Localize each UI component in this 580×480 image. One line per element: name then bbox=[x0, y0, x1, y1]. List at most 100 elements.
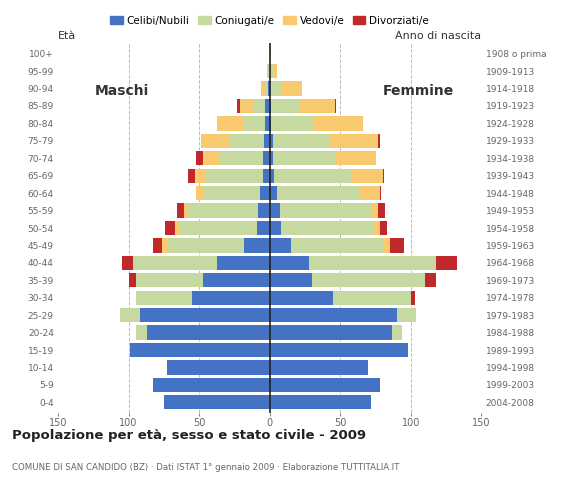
Bar bbox=[229, 134, 264, 148]
Bar bbox=[120, 308, 140, 322]
Bar bbox=[237, 99, 240, 113]
Bar bbox=[165, 221, 175, 235]
Bar bbox=[335, 99, 336, 113]
Bar bbox=[271, 116, 313, 131]
Bar bbox=[176, 204, 184, 218]
Bar bbox=[270, 99, 271, 113]
Bar bbox=[153, 238, 162, 252]
Bar bbox=[206, 168, 263, 183]
Bar bbox=[270, 134, 273, 148]
Bar bbox=[270, 378, 380, 392]
Bar bbox=[271, 99, 299, 113]
Bar bbox=[244, 238, 270, 252]
Bar bbox=[179, 221, 257, 235]
Bar bbox=[240, 99, 254, 113]
Bar bbox=[397, 308, 416, 322]
Bar bbox=[201, 134, 229, 148]
Bar bbox=[277, 186, 358, 200]
Text: COMUNE DI SAN CANDIDO (BZ) · Dati ISTAT 1° gennaio 2009 · Elaborazione TUTTITALI: COMUNE DI SAN CANDIDO (BZ) · Dati ISTAT … bbox=[12, 463, 399, 472]
Bar bbox=[196, 151, 204, 166]
Bar bbox=[270, 325, 393, 340]
Text: Maschi: Maschi bbox=[95, 84, 148, 98]
Bar bbox=[281, 82, 302, 96]
Bar bbox=[270, 256, 309, 270]
Bar bbox=[270, 308, 397, 322]
Bar bbox=[333, 290, 411, 305]
Bar bbox=[269, 82, 270, 96]
Bar bbox=[270, 47, 271, 61]
Bar bbox=[266, 116, 270, 131]
Bar bbox=[336, 151, 376, 166]
Bar bbox=[195, 168, 206, 183]
Text: Anno di nascita: Anno di nascita bbox=[396, 32, 481, 41]
Bar bbox=[204, 151, 220, 166]
Bar bbox=[204, 273, 270, 288]
Bar bbox=[383, 238, 390, 252]
Bar bbox=[270, 151, 273, 166]
Bar bbox=[358, 186, 380, 200]
Bar bbox=[269, 64, 270, 78]
Bar bbox=[281, 221, 373, 235]
Bar bbox=[259, 204, 270, 218]
Bar bbox=[436, 256, 458, 270]
Bar bbox=[270, 360, 368, 374]
Bar bbox=[273, 151, 336, 166]
Bar bbox=[270, 273, 312, 288]
Bar bbox=[129, 273, 136, 288]
Bar bbox=[378, 134, 380, 148]
Bar bbox=[270, 64, 273, 78]
Text: Età: Età bbox=[58, 32, 76, 41]
Bar bbox=[351, 168, 383, 183]
Bar bbox=[130, 343, 270, 357]
Bar bbox=[266, 99, 270, 113]
Bar bbox=[257, 221, 270, 235]
Bar bbox=[188, 204, 259, 218]
Bar bbox=[136, 273, 204, 288]
Text: Femmine: Femmine bbox=[382, 84, 454, 98]
Bar bbox=[273, 134, 329, 148]
Bar bbox=[270, 343, 408, 357]
Bar bbox=[263, 151, 270, 166]
Bar bbox=[411, 290, 415, 305]
Bar bbox=[312, 273, 425, 288]
Bar bbox=[270, 221, 281, 235]
Bar bbox=[383, 168, 384, 183]
Bar bbox=[204, 186, 260, 200]
Bar bbox=[393, 325, 403, 340]
Bar bbox=[270, 168, 274, 183]
Bar bbox=[220, 151, 263, 166]
Bar bbox=[218, 116, 243, 131]
Bar bbox=[425, 273, 436, 288]
Bar bbox=[270, 116, 271, 131]
Bar bbox=[291, 238, 383, 252]
Bar bbox=[254, 99, 266, 113]
Bar bbox=[184, 204, 188, 218]
Bar bbox=[188, 168, 195, 183]
Bar bbox=[121, 256, 133, 270]
Bar bbox=[380, 221, 387, 235]
Bar bbox=[270, 204, 280, 218]
Bar bbox=[192, 290, 270, 305]
Bar bbox=[218, 256, 270, 270]
Bar bbox=[140, 308, 270, 322]
Bar bbox=[270, 82, 281, 96]
Bar bbox=[270, 238, 291, 252]
Bar bbox=[273, 64, 277, 78]
Legend: Celibi/Nubili, Coniugati/e, Vedovi/e, Divorziati/e: Celibi/Nubili, Coniugati/e, Vedovi/e, Di… bbox=[106, 12, 433, 30]
Bar bbox=[175, 221, 179, 235]
Bar bbox=[309, 256, 436, 270]
Bar bbox=[147, 325, 270, 340]
Bar bbox=[280, 204, 371, 218]
Bar bbox=[133, 256, 218, 270]
Bar bbox=[313, 116, 363, 131]
Bar bbox=[270, 186, 277, 200]
Bar bbox=[196, 186, 204, 200]
Bar bbox=[373, 221, 380, 235]
Bar bbox=[243, 116, 266, 131]
Bar bbox=[380, 186, 381, 200]
Bar bbox=[260, 186, 270, 200]
Bar bbox=[136, 325, 147, 340]
Bar bbox=[261, 82, 266, 96]
Text: Popolazione per età, sesso e stato civile - 2009: Popolazione per età, sesso e stato civil… bbox=[12, 429, 366, 442]
Bar bbox=[166, 238, 244, 252]
